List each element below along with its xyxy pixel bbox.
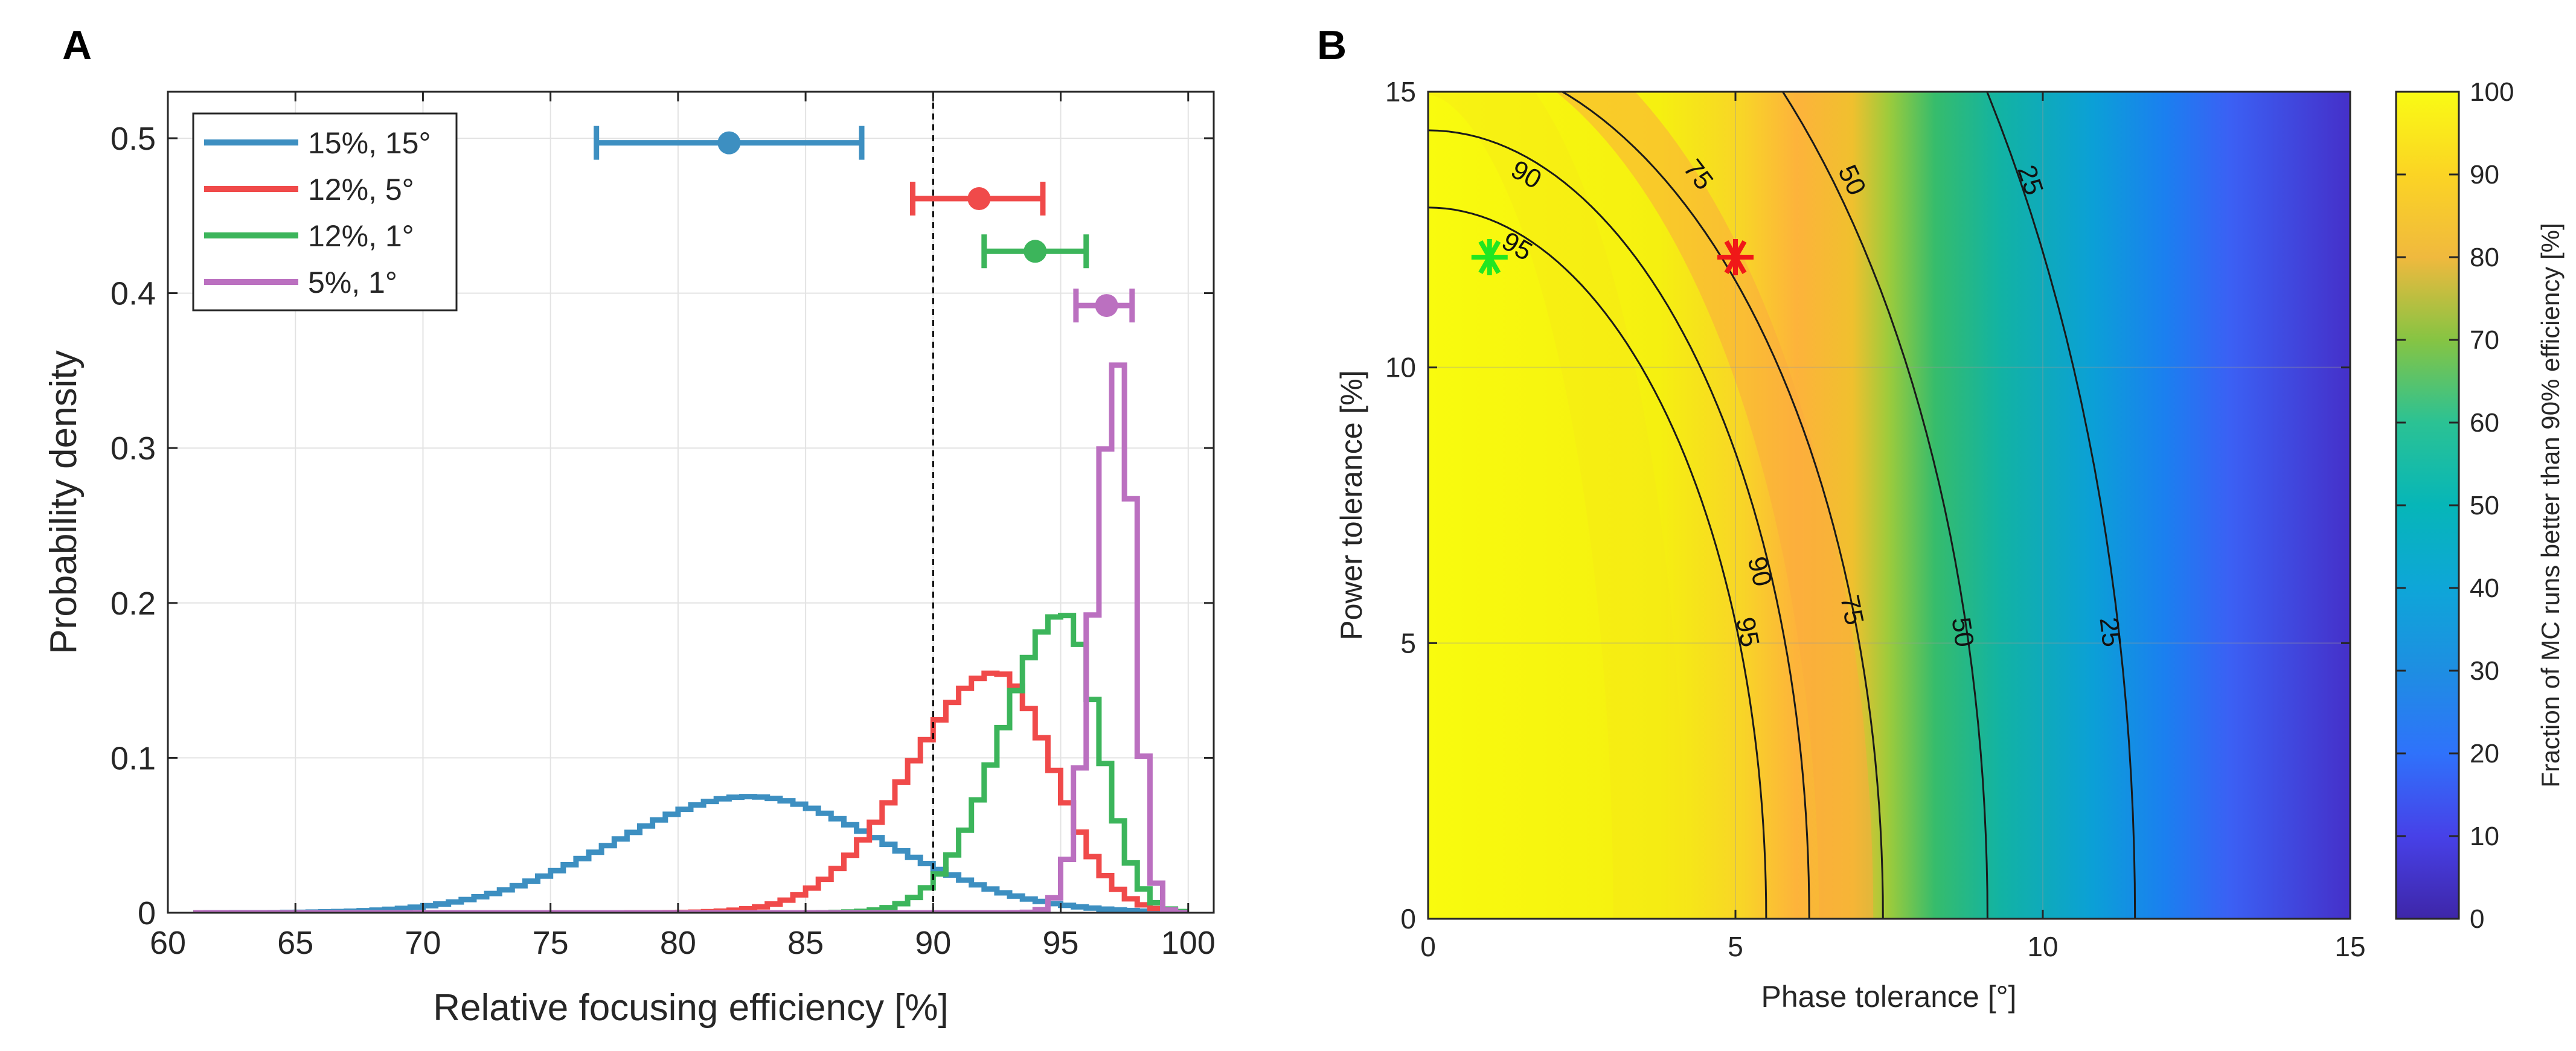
y-tick-label: 5 xyxy=(1400,627,1416,659)
y-tick-label: 0.3 xyxy=(111,430,156,467)
ticks-b xyxy=(1427,91,2351,920)
contour-line-75 xyxy=(1560,92,1884,919)
colorbar: 0 10 20 30 40 50 60 70 80 90 100 Fraction of MC ru… xyxy=(2395,77,2565,934)
y-axis-label-b: Power tolerance [%] xyxy=(1334,370,1368,640)
legend-label-2: 12%, 5° xyxy=(308,173,414,206)
x-tick-label: 0 xyxy=(1420,931,1436,962)
x-axis-label-a: Relative focusing efficiency [%] xyxy=(433,987,949,1029)
legend-label-1: 15%, 15° xyxy=(308,126,431,160)
colorbar-tick-label: 10 xyxy=(2470,822,2499,851)
marker-asterisk-2 xyxy=(1717,239,1754,275)
y-tick-label: 15 xyxy=(1385,76,1416,107)
axes-box-b xyxy=(1427,91,2351,920)
contour-fill-b xyxy=(1428,92,2350,919)
y-tick-labels-b: 0 5 10 15 xyxy=(1385,76,1416,934)
contour-label-75: 75 xyxy=(1834,593,1870,628)
contour-line-50 xyxy=(1781,92,1988,919)
axes-box-a xyxy=(167,91,1215,914)
contour-line-95 xyxy=(1428,206,1767,919)
markers-b xyxy=(1471,239,1754,275)
x-axis-label-b: Phase tolerance [°] xyxy=(1761,980,2016,1014)
y-tick-label: 0.1 xyxy=(111,740,156,776)
legend-a: 15%, 15° 12%, 5° 12%, 1° 5%, 1° xyxy=(192,112,458,311)
panel-label-b: B xyxy=(1317,22,1347,68)
y-tick-label: 10 xyxy=(1385,352,1416,383)
contour-line-90 xyxy=(1428,129,1810,919)
y-tick-label: 0.2 xyxy=(111,586,156,622)
x-tick-labels-b: 0 5 10 15 xyxy=(1420,931,2365,962)
y-tick-labels-a: 0 0.1 0.2 0.3 0.4 0.5 xyxy=(111,121,156,931)
contour-label-25: 25 xyxy=(2094,616,2126,648)
y-tick-label: 0 xyxy=(1400,903,1416,934)
colorbar-tick-label: 50 xyxy=(2470,491,2499,520)
orange-band xyxy=(1556,92,1874,919)
errorbar-series-2 xyxy=(910,182,1046,216)
colorbar-tick-label: 90 xyxy=(2470,160,2499,190)
colorbar-ticks: 0 10 20 30 40 50 60 70 80 90 100 xyxy=(2396,77,2514,934)
x-tick-label: 5 xyxy=(1728,931,1743,962)
error-bars-a xyxy=(594,126,1135,323)
errorbar-center-point xyxy=(967,187,991,211)
legend-label-4: 5%, 1° xyxy=(308,266,397,299)
x-tick-label: 100 xyxy=(1161,925,1216,961)
x-tick-labels-a: 60 65 70 75 80 85 90 95 100 xyxy=(150,925,1216,961)
y-tick-label: 0.4 xyxy=(111,276,156,312)
colorbar-tick-label: 40 xyxy=(2470,573,2499,603)
histogram-series-2 xyxy=(193,670,1188,913)
ticks-a xyxy=(167,92,1214,914)
colorbar-tick-label: 80 xyxy=(2470,243,2499,272)
x-tick-label: 95 xyxy=(1042,925,1078,961)
y-axis-label-a: Probability density xyxy=(43,350,85,654)
errorbar-series-3 xyxy=(981,234,1089,269)
colorbar-tick-label: 70 xyxy=(2470,325,2499,355)
x-tick-label: 60 xyxy=(150,925,186,961)
x-tick-label: 90 xyxy=(915,925,951,961)
yellow-band xyxy=(1428,92,1686,919)
x-tick-label: 80 xyxy=(660,925,696,961)
legend-box xyxy=(192,112,458,311)
contour-lines-b xyxy=(1428,92,2136,919)
errorbar-series-1 xyxy=(594,126,865,160)
x-tick-label: 85 xyxy=(787,925,824,961)
errorbar-series-4 xyxy=(1073,289,1135,323)
errorbar-center-point xyxy=(717,131,741,155)
histogram-series-4 xyxy=(193,362,1188,913)
colorbar-tick-label: 30 xyxy=(2470,656,2499,686)
x-tick-label: 75 xyxy=(533,925,569,961)
contour-label-50: 50 xyxy=(1946,615,1979,649)
x-tick-label: 70 xyxy=(405,925,441,961)
y-tick-label: 0.5 xyxy=(111,121,156,157)
colorbar-tick-label: 100 xyxy=(2470,77,2514,107)
legend-label-3: 12%, 1° xyxy=(308,219,414,253)
contour-label-95: 95 xyxy=(1730,615,1765,650)
colorbar-tick-label: 20 xyxy=(2470,739,2499,768)
marker-asterisk-1 xyxy=(1471,239,1508,275)
contour-line-25 xyxy=(1985,92,2136,919)
errorbar-center-point xyxy=(1095,294,1118,318)
colorbar-tick-label: 60 xyxy=(2470,408,2499,438)
colorbar-gradient xyxy=(2395,91,2460,920)
x-tick-label: 65 xyxy=(277,925,313,961)
errorbar-center-point xyxy=(1024,240,1047,263)
panel-label-a: A xyxy=(62,22,92,68)
colorbar-label: Fraction of MC runs better than 90% effi… xyxy=(2536,223,2565,787)
contour-label-90: 90 xyxy=(1742,554,1778,589)
grid-b xyxy=(1428,92,2350,919)
colorbar-tick-label: 0 xyxy=(2470,904,2484,934)
x-tick-label: 15 xyxy=(2334,931,2365,962)
y-tick-label: 0 xyxy=(138,895,156,931)
x-tick-label: 10 xyxy=(2027,931,2058,962)
